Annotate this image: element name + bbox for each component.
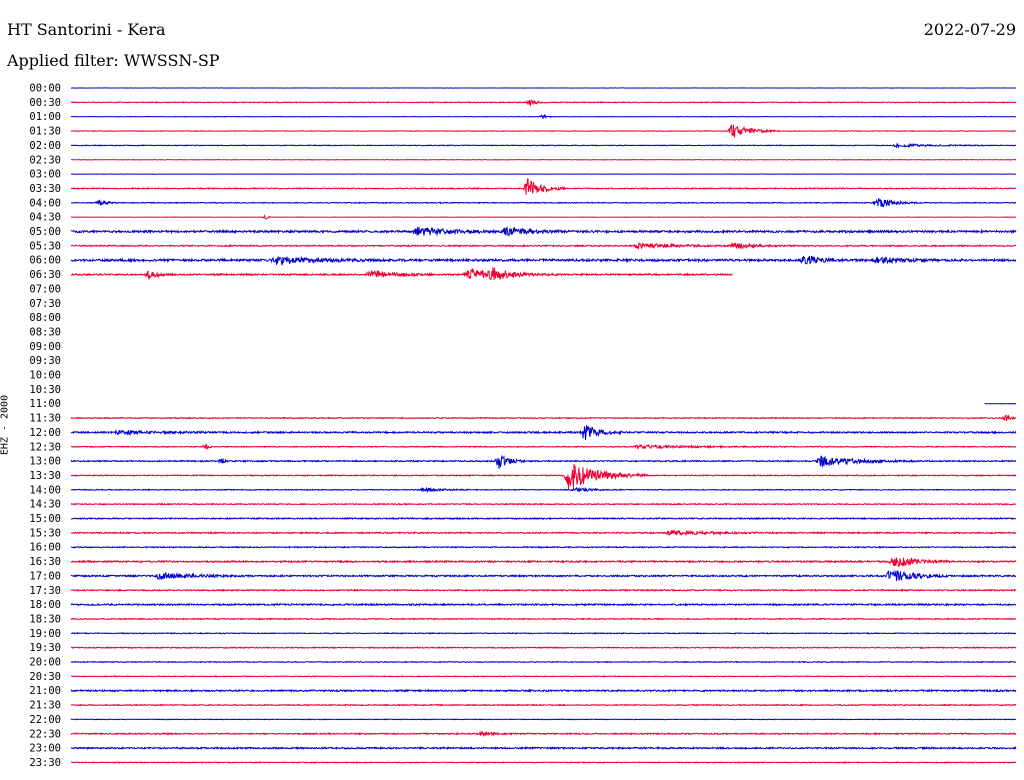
trace-line bbox=[70, 99, 1017, 107]
record-date: 2022-07-29 bbox=[923, 20, 1016, 39]
row-time-label: 03:00 bbox=[29, 169, 61, 181]
trace-line bbox=[70, 703, 1017, 707]
row-time-label: 20:00 bbox=[29, 657, 61, 669]
trace-line bbox=[71, 198, 1017, 208]
row-time-label: 14:30 bbox=[29, 499, 61, 511]
filter-label: Applied filter: WWSSN-SP bbox=[7, 51, 220, 70]
row-time-label: 12:00 bbox=[29, 427, 61, 439]
trace-line bbox=[70, 255, 1017, 266]
row-time-label: 06:00 bbox=[29, 255, 61, 267]
row-time-label: 10:00 bbox=[29, 370, 61, 382]
trace-line bbox=[71, 213, 1017, 220]
row-time-label: 02:00 bbox=[29, 140, 61, 152]
trace-line bbox=[70, 631, 1017, 635]
row-time-label: 18:00 bbox=[29, 599, 61, 611]
trace-line bbox=[70, 454, 1017, 469]
trace-line bbox=[70, 545, 1017, 549]
row-time-label: 11:00 bbox=[29, 398, 61, 410]
row-time-label: 09:00 bbox=[29, 341, 61, 353]
row-time-label: 23:00 bbox=[29, 743, 61, 755]
trace-line bbox=[70, 588, 1017, 593]
row-time-label: 13:30 bbox=[29, 470, 61, 482]
trace-line bbox=[71, 761, 1017, 764]
station-title: HT Santorini - Kera bbox=[7, 20, 166, 39]
row-time-label: 20:30 bbox=[29, 671, 61, 683]
trace-line bbox=[70, 746, 1017, 751]
trace-line bbox=[70, 675, 1016, 678]
trace-line bbox=[70, 242, 1016, 251]
row-time-label: 12:30 bbox=[29, 441, 61, 453]
trace-line bbox=[70, 425, 1017, 440]
trace-line bbox=[70, 178, 1017, 195]
row-time-label: 18:30 bbox=[29, 613, 61, 625]
trace-line bbox=[70, 718, 1016, 721]
trace-line bbox=[70, 158, 1017, 161]
row-label-group: 00:00 00:30 01:00 01:30 02:00 02:30 03:00 03:30… bbox=[29, 83, 61, 769]
row-time-label: 08:30 bbox=[29, 326, 61, 338]
row-time-label: 01:30 bbox=[29, 126, 61, 138]
trace-line bbox=[70, 617, 1017, 621]
row-time-label: 14:00 bbox=[29, 484, 61, 496]
row-time-label: 04:00 bbox=[29, 197, 61, 209]
row-time-label: 13:00 bbox=[29, 456, 61, 468]
row-time-label: 19:30 bbox=[29, 642, 61, 654]
row-time-label: 05:30 bbox=[29, 240, 61, 252]
row-time-label: 02:30 bbox=[29, 154, 61, 166]
row-time-label: 01:00 bbox=[29, 111, 61, 123]
row-time-label: 11:30 bbox=[29, 413, 61, 425]
trace-group bbox=[70, 87, 1017, 764]
trace-line bbox=[70, 267, 733, 281]
trace-line bbox=[70, 486, 1017, 494]
row-time-label: 08:00 bbox=[29, 312, 61, 324]
row-time-label: 00:00 bbox=[29, 83, 61, 95]
trace-line bbox=[70, 660, 1017, 664]
row-time-label: 22:30 bbox=[29, 728, 61, 740]
trace-line bbox=[71, 516, 1017, 521]
row-time-label: 15:30 bbox=[29, 527, 61, 539]
row-time-label: 22:00 bbox=[29, 714, 61, 726]
trace-line bbox=[70, 730, 1017, 738]
row-time-label: 21:30 bbox=[29, 700, 61, 712]
trace-line bbox=[70, 557, 1017, 568]
row-time-label: 15:00 bbox=[29, 513, 61, 525]
row-time-label: 23:30 bbox=[29, 757, 61, 769]
trace-line bbox=[70, 529, 1017, 537]
row-time-label: 00:30 bbox=[29, 97, 61, 109]
trace-line bbox=[71, 463, 1017, 490]
row-time-label: 07:00 bbox=[29, 283, 61, 295]
trace-line bbox=[70, 646, 1017, 650]
row-time-label: 19:00 bbox=[29, 628, 61, 640]
row-time-label: 06:30 bbox=[29, 269, 61, 281]
row-time-label: 17:30 bbox=[29, 585, 61, 597]
row-time-label: 03:30 bbox=[29, 183, 61, 195]
row-time-label: 16:00 bbox=[29, 542, 61, 554]
row-time-label: 21:00 bbox=[29, 685, 61, 697]
row-time-label: 16:30 bbox=[29, 556, 61, 568]
trace-line bbox=[70, 142, 1016, 149]
trace-line bbox=[70, 688, 1017, 693]
row-time-label: 17:00 bbox=[29, 570, 61, 582]
row-time-label: 07:30 bbox=[29, 298, 61, 310]
trace-line bbox=[70, 113, 1017, 120]
trace-line bbox=[70, 602, 1017, 607]
trace-line bbox=[70, 502, 1017, 506]
trace-line bbox=[70, 226, 1017, 237]
row-time-label: 05:00 bbox=[29, 226, 61, 238]
trace-line bbox=[71, 124, 1017, 138]
row-time-label: 09:30 bbox=[29, 355, 61, 367]
trace-line bbox=[70, 569, 1017, 581]
row-time-label: 04:30 bbox=[29, 212, 61, 224]
trace-line bbox=[70, 414, 1016, 422]
trace-line bbox=[70, 443, 1016, 450]
row-time-label: 10:30 bbox=[29, 384, 61, 396]
